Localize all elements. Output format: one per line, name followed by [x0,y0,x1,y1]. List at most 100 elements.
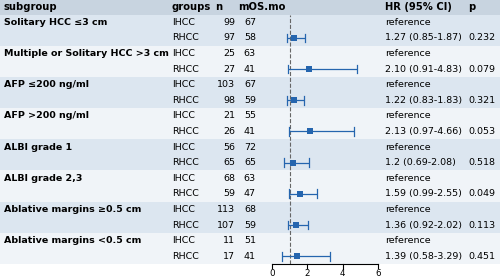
Bar [0,249,500,264]
Bar [0,139,500,155]
Text: IHCC: IHCC [172,236,195,245]
Bar [0,170,500,186]
Bar [0,61,500,77]
Text: IHCC: IHCC [172,174,195,183]
Text: 41: 41 [244,127,256,136]
Bar [290,97,296,103]
Text: 47: 47 [244,189,256,198]
Text: groups: groups [172,2,211,12]
Text: 63: 63 [244,49,256,58]
Text: 0.113: 0.113 [468,220,495,230]
Text: 65: 65 [223,158,235,167]
Text: 2: 2 [304,269,310,278]
Text: 51: 51 [244,236,256,245]
Text: 99: 99 [223,18,235,27]
Text: 0.079: 0.079 [468,64,495,74]
Text: HR (95% CI): HR (95% CI) [385,2,452,12]
Text: IHCC: IHCC [172,49,195,58]
Bar [294,253,300,259]
Text: RHCC: RHCC [172,220,199,230]
Text: Ablative margins <0.5 cm: Ablative margins <0.5 cm [4,236,141,245]
Text: reference: reference [385,18,430,27]
Text: 55: 55 [244,111,256,120]
Text: IHCC: IHCC [172,80,195,89]
Bar [0,93,500,108]
Text: 67: 67 [244,80,256,89]
Text: IHCC: IHCC [172,111,195,120]
Text: n: n [215,2,222,12]
Text: 0.053: 0.053 [468,127,495,136]
Bar [0,30,500,46]
Text: 1.36 (0.92-2.02): 1.36 (0.92-2.02) [385,220,462,230]
Text: RHCC: RHCC [172,252,199,261]
Bar [306,66,312,72]
Bar [290,160,296,166]
Text: reference: reference [385,49,430,58]
Text: Solitary HCC ≤3 cm: Solitary HCC ≤3 cm [4,18,108,27]
Text: IHCC: IHCC [172,205,195,214]
Bar [0,108,500,124]
Text: RHCC: RHCC [172,127,199,136]
Text: reference: reference [385,174,430,183]
Text: 56: 56 [223,143,235,152]
Text: reference: reference [385,80,430,89]
Text: 103: 103 [217,80,235,89]
Text: reference: reference [385,111,430,120]
Text: reference: reference [385,205,430,214]
Text: subgroup: subgroup [4,2,58,12]
Bar [0,155,500,170]
Text: 63: 63 [244,174,256,183]
Text: 11: 11 [223,236,235,245]
Text: 59: 59 [244,96,256,105]
Text: 0: 0 [269,269,275,278]
Text: 17: 17 [223,252,235,261]
Bar [0,124,500,139]
Text: 0.232: 0.232 [468,33,495,42]
Text: 26: 26 [223,127,235,136]
Text: p: p [468,2,475,12]
Text: AFP >200 ng/ml: AFP >200 ng/ml [4,111,89,120]
Text: 107: 107 [217,220,235,230]
Text: 1.2 (0.69-2.08): 1.2 (0.69-2.08) [385,158,456,167]
Bar [0,14,500,30]
Text: 67: 67 [244,18,256,27]
Text: 0.451: 0.451 [468,252,495,261]
Text: 0.518: 0.518 [468,158,495,167]
Text: RHCC: RHCC [172,189,199,198]
Text: IHCC: IHCC [172,18,195,27]
Text: 1.39 (0.58-3.29): 1.39 (0.58-3.29) [385,252,462,261]
Text: reference: reference [385,236,430,245]
Text: 98: 98 [223,96,235,105]
Text: Ablative margins ≥0.5 cm: Ablative margins ≥0.5 cm [4,205,141,214]
Text: 72: 72 [244,143,256,152]
Text: 1.22 (0.83-1.83): 1.22 (0.83-1.83) [385,96,462,105]
Text: 59: 59 [223,189,235,198]
Bar [0,0,500,14]
Text: 41: 41 [244,252,256,261]
Text: 113: 113 [217,205,235,214]
Text: ALBI grade 1: ALBI grade 1 [4,143,72,152]
Text: 21: 21 [223,111,235,120]
Text: 1.59 (0.99-2.55): 1.59 (0.99-2.55) [385,189,462,198]
Text: 41: 41 [244,64,256,74]
Text: 6: 6 [375,269,381,278]
Text: Multiple or Solitary HCC >3 cm: Multiple or Solitary HCC >3 cm [4,49,169,58]
Text: RHCC: RHCC [172,158,199,167]
Bar [0,233,500,249]
Bar [0,77,500,93]
Text: RHCC: RHCC [172,96,199,105]
Text: 25: 25 [223,49,235,58]
Text: 68: 68 [244,205,256,214]
Text: AFP ≤200 ng/ml: AFP ≤200 ng/ml [4,80,89,89]
Text: 27: 27 [223,64,235,74]
Text: 68: 68 [223,174,235,183]
Bar [293,222,299,228]
Text: 1.27 (0.85-1.87): 1.27 (0.85-1.87) [385,33,462,42]
Text: 4: 4 [340,269,345,278]
Bar [297,191,303,197]
Text: IHCC: IHCC [172,143,195,152]
Text: 65: 65 [244,158,256,167]
Bar [0,186,500,202]
Text: 0.049: 0.049 [468,189,495,198]
Text: ALBI grade 2,3: ALBI grade 2,3 [4,174,82,183]
